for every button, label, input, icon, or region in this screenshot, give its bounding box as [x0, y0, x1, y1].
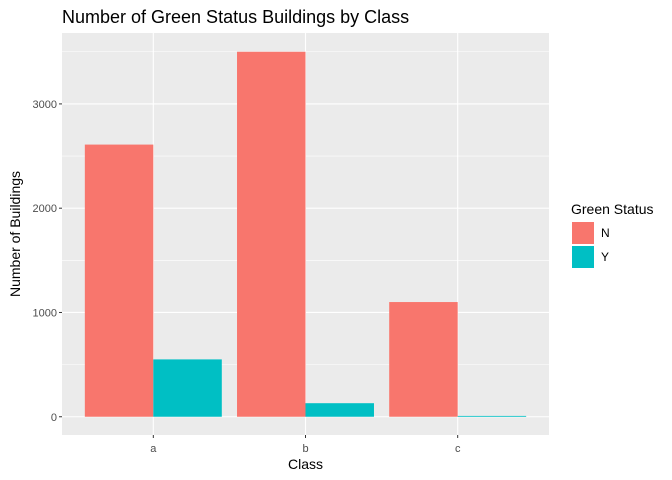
- x-axis-ticks: a b c: [150, 435, 461, 455]
- bars: [84, 51, 527, 417]
- bar-Y-c: [457, 415, 527, 417]
- x-tick-label: c: [455, 443, 461, 455]
- legend-label-N: N: [601, 226, 610, 240]
- y-tick-label: 3000: [33, 99, 57, 111]
- bar-N-a: [84, 144, 154, 417]
- y-tick-label: 2000: [33, 203, 57, 215]
- bar-N-b: [237, 51, 306, 417]
- chart-title: Number of Green Status Buildings by Clas…: [62, 7, 409, 27]
- y-axis-title: Number of Buildings: [7, 171, 23, 297]
- bar-Y-a: [153, 359, 222, 417]
- y-tick-label: 0: [51, 412, 57, 424]
- y-axis-ticks: 0 1000 2000 3000: [33, 99, 62, 424]
- legend-swatch-N: [572, 222, 594, 244]
- legend-label-Y: Y: [601, 250, 609, 264]
- x-tick-label: b: [302, 443, 308, 455]
- x-axis-title: Class: [288, 456, 323, 472]
- x-tick-label: a: [150, 443, 157, 455]
- bar-N-c: [389, 302, 458, 417]
- legend: Green Status NY: [571, 201, 654, 268]
- legend-swatch-Y: [572, 246, 594, 268]
- y-tick-label: 1000: [33, 307, 57, 319]
- bar-Y-b: [305, 403, 374, 417]
- legend-title: Green Status: [571, 201, 654, 217]
